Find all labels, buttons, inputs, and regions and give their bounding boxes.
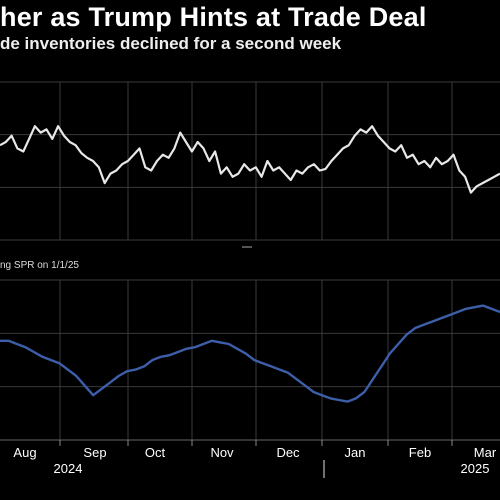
x-tick-label: Sep [83, 445, 106, 460]
top-panel-grid [0, 81, 500, 241]
chart-subtitle: de inventories declined for a second wee… [0, 34, 342, 53]
x-tick-label: Oct [145, 445, 166, 460]
bottom-panel: ng SPR on 1/1/25 [0, 260, 500, 441]
x-tick-label: Mar [474, 445, 497, 460]
top-panel [0, 81, 500, 241]
x-tick-label: Dec [276, 445, 300, 460]
x-tick-label: Feb [409, 445, 431, 460]
chart-title: her as Trump Hints at Trade Deal [0, 2, 427, 32]
x-tick-label: Jan [345, 445, 366, 460]
x-axis: Aug Sep Oct Nov Dec Jan Feb Mar 2024 2025 [0, 439, 500, 478]
year-label: 2024 [54, 461, 83, 476]
top-series-line [0, 125, 500, 194]
bottom-panel-title: ng SPR on 1/1/25 [0, 260, 79, 271]
year-label: 2025 [461, 461, 490, 476]
x-tick-label: Aug [13, 445, 36, 460]
bottom-panel-grid [0, 279, 500, 441]
bottom-series-line [0, 304, 500, 403]
x-tick-label: Nov [210, 445, 234, 460]
